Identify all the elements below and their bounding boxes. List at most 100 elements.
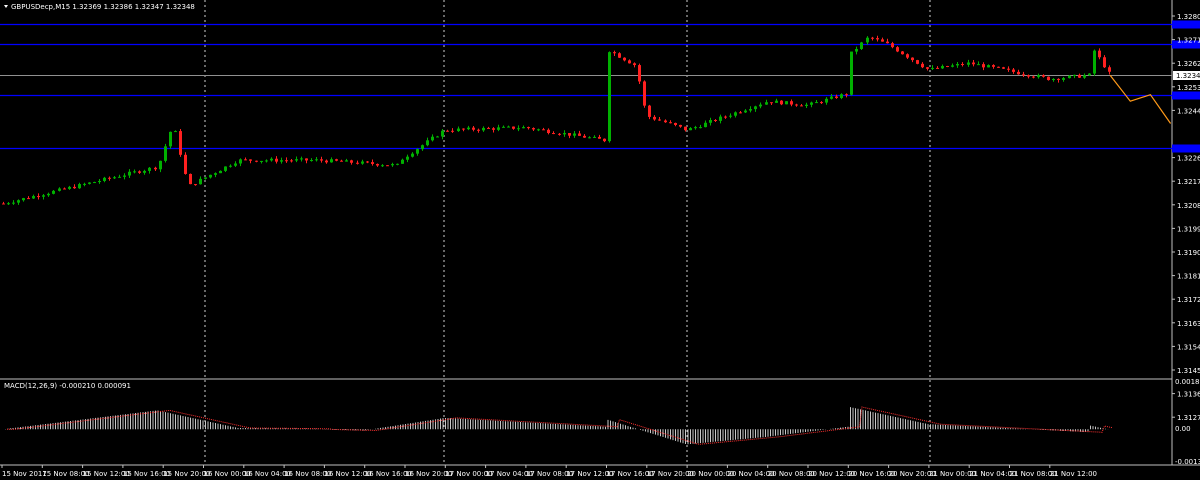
candle-body <box>866 37 869 43</box>
time-axis-label: 21 Nov 08:00 <box>1010 470 1057 478</box>
candle-body <box>361 161 364 164</box>
candle-body <box>451 130 454 132</box>
forecast-zigzag-line[interactable] <box>1109 74 1172 124</box>
price-axis-label: 1.31720 <box>1177 296 1200 304</box>
candle-body <box>209 174 212 178</box>
candle-body <box>775 100 778 103</box>
macd-axis-label: -0.00134 <box>1175 458 1200 466</box>
candle-body <box>664 120 667 123</box>
dropdown-triangle-icon[interactable] <box>4 5 8 8</box>
macd-title: MACD(12,26,9) -0.000210 0.000091 <box>4 382 131 390</box>
candle-body <box>795 104 798 106</box>
candle-body <box>381 165 384 167</box>
candle-body <box>729 115 732 117</box>
candle-body <box>618 53 621 58</box>
level-price-marker <box>1172 144 1200 153</box>
candle-body <box>285 160 288 162</box>
candle-body <box>58 188 61 191</box>
candle-body <box>845 94 848 96</box>
candle-body <box>714 119 717 121</box>
candle-body <box>295 159 298 161</box>
candle-body <box>1017 71 1020 75</box>
candle-body <box>93 182 96 184</box>
candle-body <box>376 163 379 166</box>
candle-body <box>68 186 71 189</box>
time-axis-label: 21 Nov 00:00 <box>929 470 976 478</box>
candle-body <box>108 177 111 179</box>
candle-body <box>896 47 899 52</box>
candle-body <box>133 171 136 173</box>
candle-body <box>613 52 616 54</box>
candle-body <box>300 158 303 160</box>
candle-body <box>154 167 157 170</box>
candle-body <box>189 173 192 185</box>
candle-body <box>472 127 475 130</box>
candle-body <box>1088 73 1091 76</box>
candle-body <box>52 190 55 194</box>
candle-body <box>1042 75 1045 77</box>
candle-body <box>280 160 283 162</box>
candle-body <box>891 43 894 48</box>
candle-body <box>113 177 116 179</box>
price-axis-label: 1.32170 <box>1177 178 1200 186</box>
candle-body <box>356 162 359 164</box>
candle-body <box>1012 69 1015 72</box>
price-axis-label: 1.31450 <box>1177 367 1200 375</box>
candle-body <box>790 101 793 105</box>
candle-body <box>2 203 5 205</box>
candle-body <box>568 133 571 136</box>
candle-body <box>1047 76 1050 81</box>
candle-body <box>744 110 747 113</box>
candle-body <box>674 122 677 125</box>
candle-body <box>1002 67 1005 69</box>
candle-body <box>825 98 828 103</box>
price-axis-label: 1.31900 <box>1177 249 1200 257</box>
candle-body <box>270 158 273 161</box>
candle-body <box>497 127 500 130</box>
current-price-box <box>1173 71 1200 80</box>
candle-body <box>330 159 333 163</box>
candle-body <box>1027 75 1030 77</box>
candle-body <box>860 42 863 49</box>
candle-body <box>926 67 929 69</box>
candle-body <box>588 137 591 139</box>
forecast-line[interactable] <box>1109 74 1172 124</box>
candle-body <box>315 159 318 161</box>
candle-body <box>800 105 803 107</box>
candle-body <box>820 102 823 104</box>
time-axis-label: 17 Nov 12:00 <box>566 470 613 478</box>
candle-body <box>972 62 975 65</box>
candle-body <box>73 186 76 189</box>
candle-body <box>83 183 86 185</box>
macd-histogram <box>5 406 1113 445</box>
time-axis-label: 17 Nov 04:00 <box>486 470 533 478</box>
candle-body <box>1083 75 1086 78</box>
candle-body <box>123 175 126 177</box>
candle-body <box>608 52 611 142</box>
candle-body <box>169 131 172 147</box>
grid-lines <box>204 0 931 465</box>
price-axis-label: 1.31810 <box>1177 273 1200 281</box>
candle-body <box>164 146 167 161</box>
time-axis-label: 16 Nov 12:00 <box>324 470 371 478</box>
candle-body <box>194 184 197 186</box>
candle-body <box>290 160 293 162</box>
candle-body <box>1052 78 1055 81</box>
candle-body <box>492 128 495 130</box>
candle-body <box>320 159 323 161</box>
candle-body <box>1057 78 1060 80</box>
candle-body <box>118 176 121 178</box>
candle-body <box>1062 78 1065 80</box>
candle-body <box>830 96 833 99</box>
horizontal-levels[interactable] <box>0 20 1200 153</box>
time-axis-label: 20 Nov 12:00 <box>808 470 855 478</box>
candle-body <box>401 159 404 164</box>
candle-body <box>704 122 707 128</box>
candle-body <box>578 133 581 136</box>
price-axis-label: 1.32080 <box>1177 202 1200 210</box>
time-axis-label: 20 Nov 04:00 <box>727 470 774 478</box>
candle-body <box>143 170 146 173</box>
